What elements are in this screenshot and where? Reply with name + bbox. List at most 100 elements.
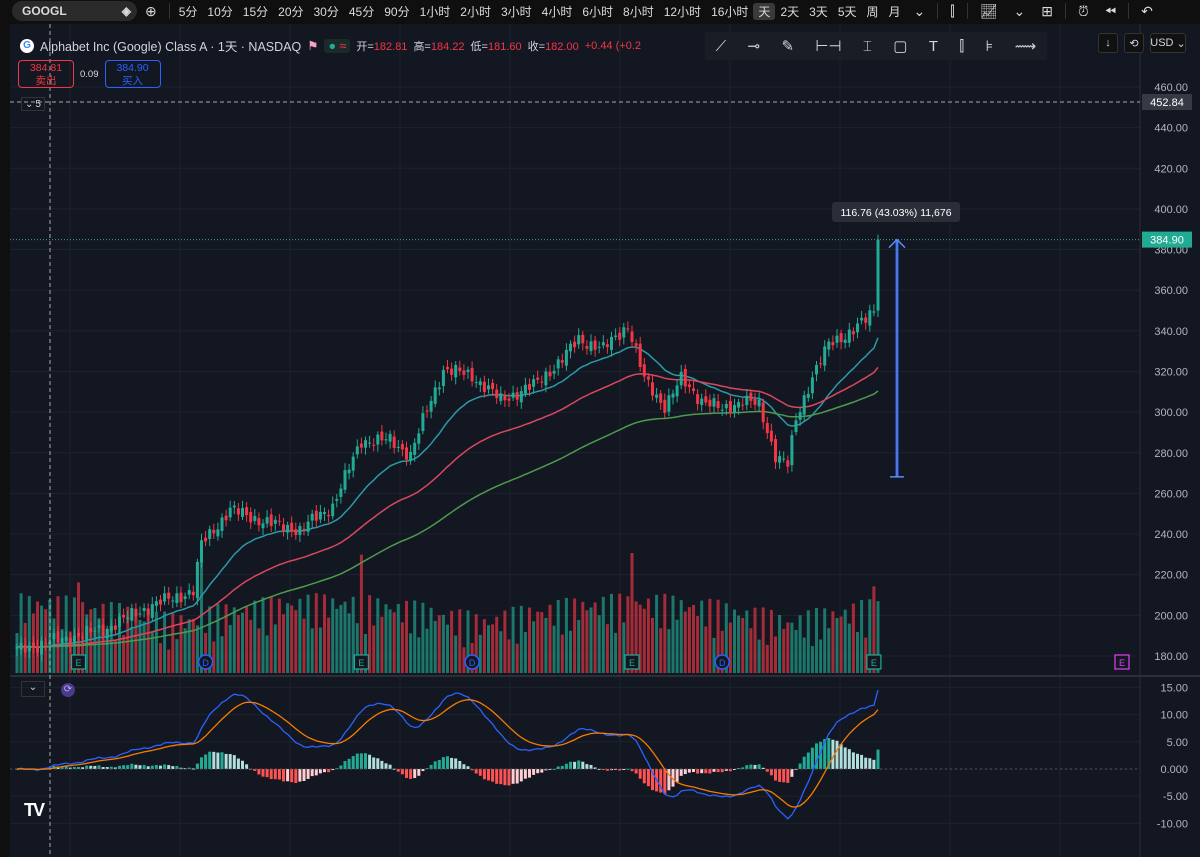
- alert-icon[interactable]: ⏰︎: [1078, 2, 1089, 19]
- market-status-icon[interactable]: ● ≈: [324, 38, 351, 53]
- interval-16[interactable]: 2天: [780, 4, 800, 19]
- volume-bar: [708, 598, 712, 673]
- diamond-icon[interactable]: ◈: [121, 4, 131, 18]
- path-icon[interactable]: ⟿: [1014, 38, 1037, 55]
- replay-icon[interactable]: ⏪︎: [1104, 2, 1117, 19]
- histogram-bar: [523, 769, 527, 779]
- interval-15[interactable]: 天: [753, 2, 776, 20]
- tradingview-logo[interactable]: TV: [24, 800, 45, 820]
- histogram-bar: [212, 751, 216, 769]
- horizontal-ray-icon[interactable]: ⊸: [747, 38, 761, 55]
- interval-18[interactable]: 5天: [837, 4, 857, 19]
- interval-8[interactable]: 2小时: [460, 4, 491, 19]
- histogram-bar: [224, 753, 228, 769]
- histogram-bar: [113, 767, 117, 769]
- candle: [372, 438, 376, 452]
- interval-1[interactable]: 10分: [207, 4, 233, 19]
- interval-19[interactable]: 周: [866, 4, 879, 19]
- interval-17[interactable]: 3天: [809, 4, 828, 19]
- chevron-down-icon[interactable]: ⌄: [913, 2, 926, 19]
- interval-14[interactable]: 16小时: [711, 4, 749, 19]
- sell-button[interactable]: 384.81 卖出: [18, 60, 74, 88]
- candle-body: [532, 379, 536, 387]
- indicators-icon[interactable]: 📈︎: [979, 2, 998, 19]
- histogram-bar: [294, 769, 298, 783]
- histogram-bar: [790, 769, 794, 777]
- candle: [774, 434, 777, 469]
- legend-title[interactable]: Alphabet Inc (Google) Class A · 1天 · NAS…: [40, 40, 302, 54]
- interval-13[interactable]: 12小时: [663, 4, 702, 19]
- chart-area[interactable]: [10, 24, 1200, 857]
- candle: [851, 327, 855, 342]
- add-symbol-icon[interactable]: ⊕: [145, 2, 157, 19]
- histogram-bar: [679, 769, 683, 776]
- candle-body: [368, 442, 372, 444]
- text-icon[interactable]: T: [928, 37, 939, 55]
- candle-body: [827, 341, 831, 350]
- candle-body: [208, 529, 212, 539]
- interval-4[interactable]: 30分: [313, 4, 339, 19]
- candle: [552, 364, 556, 380]
- histogram-bar: [569, 761, 572, 769]
- chart-controls: ↓ ⟲ USD ⌄: [1098, 33, 1186, 53]
- candle: [532, 374, 536, 394]
- interval-9[interactable]: 3小时: [500, 4, 532, 19]
- candle: [282, 517, 285, 537]
- undo-icon[interactable]: ↶: [1141, 2, 1153, 19]
- interval-0[interactable]: 5分: [178, 4, 198, 19]
- trend-line-icon[interactable]: ⟋: [715, 37, 727, 55]
- interval-list: 5分 10分 15分 20分 30分 45分 90分 1小时 2小时 3小时 4小时 6小时 8小时 12…: [174, 2, 906, 20]
- interval-5[interactable]: 45分: [348, 4, 375, 19]
- histogram-bar: [302, 769, 306, 781]
- histogram-bar: [687, 769, 691, 773]
- candle: [318, 504, 322, 524]
- sync-icon[interactable]: ⟳: [61, 683, 75, 697]
- interval-12[interactable]: 8小时: [623, 4, 654, 19]
- histogram-bar: [368, 754, 372, 769]
- symbol-search[interactable]: GOOGL ◈: [12, 1, 137, 21]
- chevron-down-icon[interactable]: ⌄: [1013, 2, 1026, 19]
- brush-icon[interactable]: ✎: [781, 38, 795, 55]
- histogram-bar: [77, 766, 80, 769]
- candle: [646, 373, 650, 387]
- volume-bar: [523, 632, 527, 673]
- candle-body: [31, 642, 35, 648]
- candle: [409, 444, 413, 465]
- candle: [154, 596, 158, 613]
- interval-2[interactable]: 15分: [242, 4, 269, 19]
- candle-body: [236, 508, 240, 515]
- candle-body: [273, 519, 277, 524]
- currency-select[interactable]: USD ⌄: [1150, 33, 1186, 53]
- macd-collapse-button[interactable]: ⌄: [21, 681, 45, 697]
- volume-bar: [864, 637, 868, 673]
- reset-scale-icon[interactable]: ⟲: [1124, 33, 1144, 53]
- anchored-vwap-icon[interactable]: ⊧: [985, 38, 994, 55]
- interval-7[interactable]: 1小时: [419, 4, 451, 19]
- interval-10[interactable]: 4小时: [541, 4, 573, 19]
- histogram-bar: [364, 753, 367, 769]
- interval-3[interactable]: 20分: [278, 4, 304, 19]
- interval-11[interactable]: 6小时: [582, 4, 614, 19]
- interval-20[interactable]: 月: [888, 4, 901, 19]
- candles-icon[interactable]: ⫿: [950, 2, 955, 19]
- interval-6[interactable]: 90分: [384, 4, 410, 19]
- price-range-icon[interactable]: ⌶: [862, 37, 872, 55]
- flag-icon[interactable]: ⚑: [307, 39, 319, 53]
- histogram-bar: [733, 769, 736, 770]
- candle-body: [224, 515, 228, 521]
- collapse-indicators-button[interactable]: ⌄ 5: [21, 97, 45, 111]
- volume-bar: [224, 604, 228, 673]
- layout-icon[interactable]: ⊞: [1041, 2, 1053, 19]
- rectangle-icon[interactable]: ▢: [893, 38, 908, 55]
- histogram-bar: [683, 769, 687, 775]
- histogram-bar: [450, 757, 454, 769]
- candle: [200, 533, 203, 568]
- date-range-icon[interactable]: ⊢⊣: [815, 38, 842, 55]
- volume-bar: [745, 610, 749, 673]
- histogram-bar: [556, 766, 560, 769]
- long-position-icon[interactable]: ⫿: [959, 37, 965, 55]
- candle-body: [68, 637, 72, 646]
- buy-button[interactable]: 384.90 买入: [104, 60, 161, 88]
- download-icon[interactable]: ↓: [1098, 33, 1118, 53]
